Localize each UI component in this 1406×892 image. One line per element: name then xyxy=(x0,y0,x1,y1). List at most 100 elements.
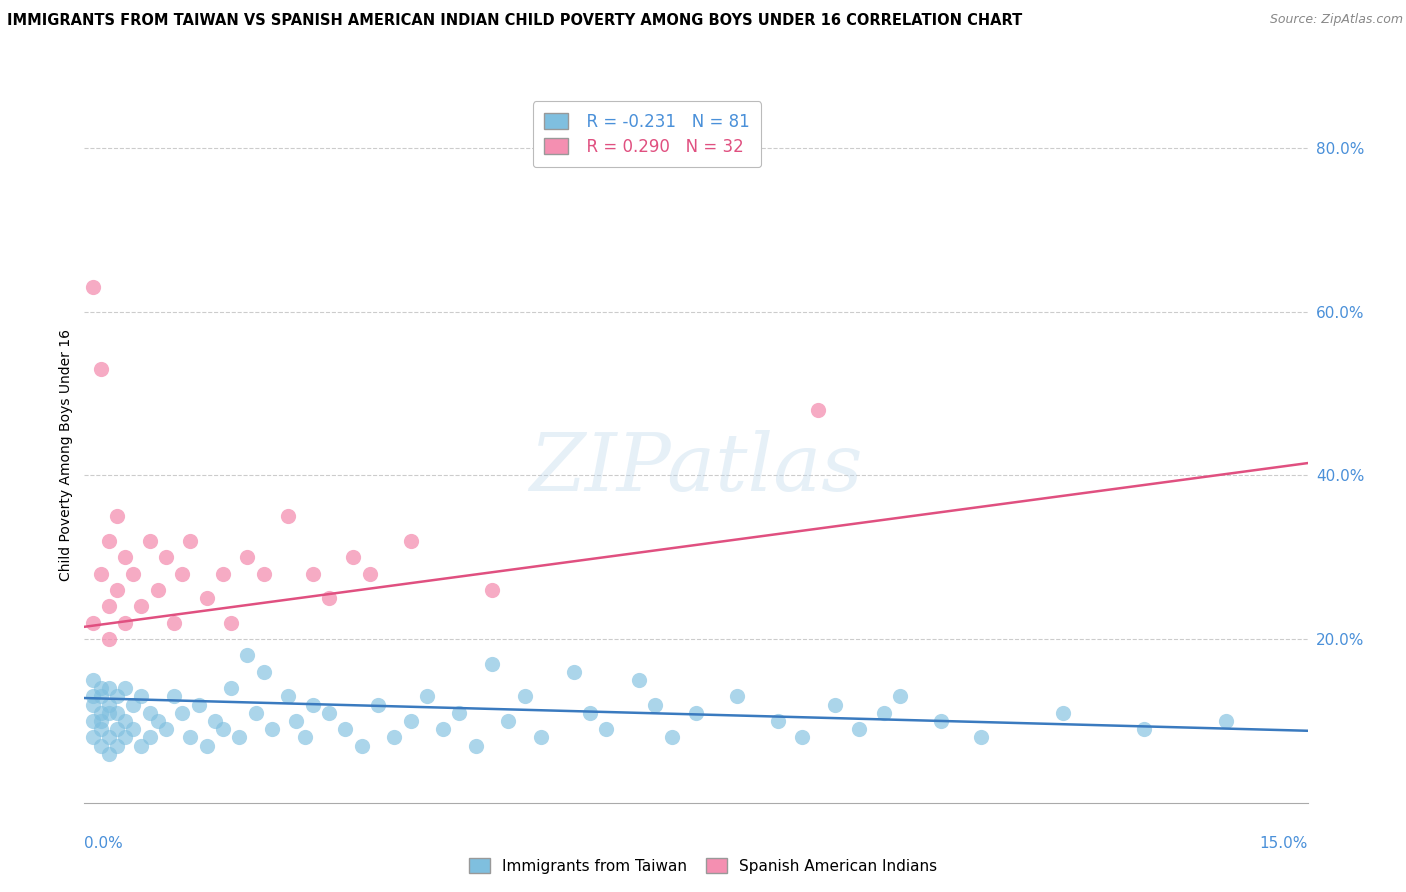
Point xyxy=(90,722,112,736)
Text: Source: ZipAtlas.com: Source: ZipAtlas.com xyxy=(1270,13,1403,27)
Point xyxy=(449,706,471,720)
Point xyxy=(1133,722,1156,736)
Point xyxy=(82,690,104,704)
Point xyxy=(97,599,120,614)
Point xyxy=(359,566,381,581)
Point xyxy=(212,566,235,581)
Point xyxy=(204,714,226,728)
Point xyxy=(114,550,136,565)
Point xyxy=(138,731,160,745)
Point xyxy=(105,582,128,597)
Point xyxy=(146,714,169,728)
Point xyxy=(105,706,128,720)
Point xyxy=(766,714,789,728)
Point xyxy=(105,739,128,753)
Point xyxy=(138,533,160,548)
Point xyxy=(97,706,120,720)
Point xyxy=(105,509,128,524)
Point xyxy=(579,706,602,720)
Point xyxy=(90,681,112,696)
Point xyxy=(179,533,201,548)
Point xyxy=(212,722,235,736)
Point xyxy=(872,706,894,720)
Point xyxy=(155,722,177,736)
Point xyxy=(432,722,454,736)
Point xyxy=(481,657,503,671)
Point xyxy=(236,550,259,565)
Point xyxy=(131,690,153,704)
Point xyxy=(260,722,283,736)
Point xyxy=(82,714,104,728)
Point xyxy=(342,550,364,565)
Point xyxy=(122,698,145,712)
Point xyxy=(595,722,617,736)
Point xyxy=(122,566,145,581)
Point xyxy=(114,714,136,728)
Point xyxy=(82,280,104,294)
Point xyxy=(481,582,503,597)
Point xyxy=(179,731,201,745)
Point xyxy=(90,706,112,720)
Y-axis label: Child Poverty Among Boys Under 16: Child Poverty Among Boys Under 16 xyxy=(59,329,73,581)
Point xyxy=(1052,706,1074,720)
Point xyxy=(114,681,136,696)
Point xyxy=(350,739,373,753)
Point xyxy=(187,698,209,712)
Point xyxy=(97,698,120,712)
Point xyxy=(848,722,870,736)
Point xyxy=(146,582,169,597)
Point xyxy=(929,714,952,728)
Point xyxy=(1215,714,1237,728)
Legend: Immigrants from Taiwan, Spanish American Indians: Immigrants from Taiwan, Spanish American… xyxy=(463,852,943,880)
Point xyxy=(513,690,536,704)
Point xyxy=(253,566,276,581)
Point xyxy=(172,706,194,720)
Point xyxy=(82,698,104,712)
Point xyxy=(824,698,846,712)
Point xyxy=(685,706,707,720)
Point xyxy=(644,698,666,712)
Point xyxy=(562,665,585,679)
Point xyxy=(318,591,340,606)
Point xyxy=(82,731,104,745)
Point xyxy=(131,739,153,753)
Point xyxy=(97,533,120,548)
Point xyxy=(90,739,112,753)
Point xyxy=(114,615,136,630)
Legend:   R = -0.231   N = 81,   R = 0.290   N = 32: R = -0.231 N = 81, R = 0.290 N = 32 xyxy=(533,102,762,168)
Point xyxy=(661,731,683,745)
Point xyxy=(97,747,120,761)
Point xyxy=(105,690,128,704)
Point xyxy=(219,681,242,696)
Point xyxy=(464,739,486,753)
Point xyxy=(498,714,520,728)
Point xyxy=(301,698,323,712)
Point xyxy=(236,648,259,663)
Point xyxy=(627,673,650,687)
Point xyxy=(90,690,112,704)
Point xyxy=(90,566,112,581)
Point xyxy=(399,714,422,728)
Point xyxy=(294,731,316,745)
Point xyxy=(277,509,299,524)
Text: IMMIGRANTS FROM TAIWAN VS SPANISH AMERICAN INDIAN CHILD POVERTY AMONG BOYS UNDER: IMMIGRANTS FROM TAIWAN VS SPANISH AMERIC… xyxy=(7,13,1022,29)
Point xyxy=(318,706,340,720)
Text: ZIPatlas: ZIPatlas xyxy=(529,430,863,508)
Point xyxy=(285,714,308,728)
Point xyxy=(807,403,830,417)
Point xyxy=(82,615,104,630)
Point xyxy=(97,731,120,745)
Point xyxy=(163,615,186,630)
Point xyxy=(105,722,128,736)
Point xyxy=(155,550,177,565)
Point xyxy=(399,533,422,548)
Point xyxy=(97,681,120,696)
Point xyxy=(172,566,194,581)
Point xyxy=(195,591,218,606)
Point xyxy=(90,362,112,376)
Point xyxy=(416,690,439,704)
Point xyxy=(367,698,389,712)
Text: 0.0%: 0.0% xyxy=(84,836,124,851)
Point xyxy=(335,722,357,736)
Point xyxy=(114,731,136,745)
